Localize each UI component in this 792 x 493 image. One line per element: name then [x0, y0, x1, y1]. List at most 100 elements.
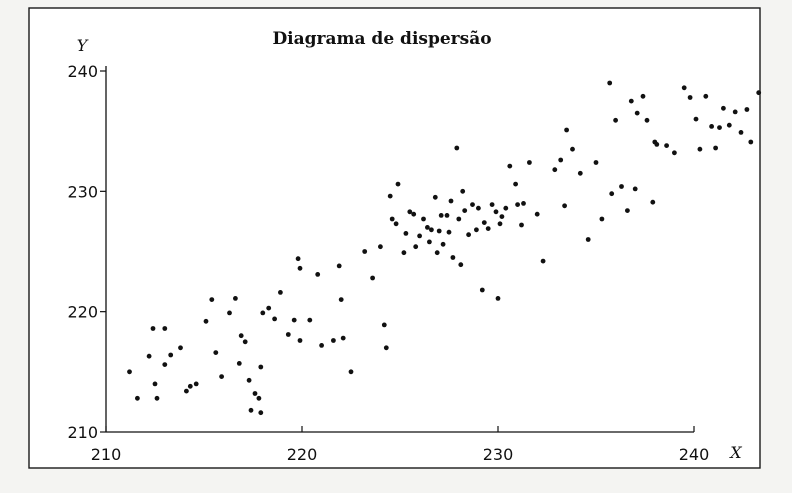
data-point	[644, 117, 650, 123]
data-point	[628, 98, 634, 104]
data-point	[295, 256, 301, 262]
data-point	[162, 362, 168, 367]
data-point	[258, 410, 264, 416]
data-point	[681, 85, 687, 91]
data-point	[432, 194, 438, 200]
data-point	[726, 122, 732, 128]
data-point	[709, 124, 714, 129]
data-point	[634, 110, 640, 116]
data-point	[348, 369, 354, 375]
data-point	[507, 163, 513, 169]
data-point	[411, 211, 417, 217]
y-tick-label: 220	[67, 303, 98, 322]
data-point	[381, 322, 387, 328]
data-point	[485, 226, 491, 232]
data-point	[434, 250, 440, 256]
data-point	[178, 345, 183, 351]
x-tick-label: 230	[483, 445, 514, 464]
x-tick-label: 240	[679, 445, 710, 464]
data-point	[193, 381, 199, 387]
data-point	[403, 231, 409, 236]
data-point	[448, 198, 454, 204]
data-point	[474, 227, 479, 233]
data-point	[285, 332, 291, 337]
data-point	[127, 369, 132, 375]
data-point	[562, 203, 567, 209]
data-point	[460, 188, 466, 194]
data-point	[732, 109, 738, 115]
data-point	[427, 239, 432, 245]
data-points	[127, 80, 762, 416]
data-point	[248, 407, 254, 413]
data-point	[213, 350, 219, 355]
data-point	[527, 160, 532, 165]
data-point	[413, 244, 419, 250]
data-point	[519, 222, 524, 228]
data-point	[315, 272, 321, 277]
x-tick-label: 220	[287, 445, 318, 464]
data-point	[297, 265, 303, 271]
data-point	[693, 116, 699, 122]
data-point	[168, 352, 174, 358]
data-point	[640, 93, 646, 99]
data-point	[744, 107, 750, 112]
data-point	[429, 227, 434, 233]
data-point	[233, 296, 238, 301]
data-point	[440, 241, 446, 247]
data-point	[450, 255, 456, 260]
data-point	[401, 250, 407, 256]
y-tick-label: 210	[67, 423, 98, 442]
data-point	[513, 181, 518, 187]
data-point	[721, 105, 726, 111]
data-point	[697, 146, 703, 152]
data-point	[558, 157, 564, 163]
data-point	[738, 130, 744, 135]
data-point	[209, 297, 215, 302]
data-point	[444, 213, 450, 218]
data-point	[456, 216, 462, 222]
data-point	[672, 150, 677, 156]
data-point	[619, 184, 624, 189]
data-point	[135, 395, 140, 401]
data-point	[407, 209, 413, 215]
data-point	[495, 296, 501, 301]
data-point	[378, 244, 383, 250]
data-point	[278, 290, 283, 295]
data-point	[436, 228, 442, 234]
data-point	[387, 193, 393, 199]
data-point	[503, 205, 509, 211]
data-point	[331, 338, 336, 343]
data-point	[340, 335, 346, 341]
data-point	[187, 383, 193, 389]
data-point	[613, 117, 618, 123]
data-point	[462, 208, 468, 214]
data-point	[489, 202, 495, 208]
data-point	[252, 391, 258, 396]
data-point	[227, 310, 232, 316]
data-point	[687, 95, 693, 100]
x-tick-label: 210	[91, 445, 122, 464]
data-point	[552, 167, 558, 173]
data-point	[632, 186, 638, 192]
data-point	[266, 305, 272, 311]
data-point	[236, 361, 242, 366]
data-point	[421, 216, 426, 222]
data-point	[154, 395, 160, 401]
data-point	[481, 220, 487, 226]
data-point	[625, 208, 630, 214]
data-point	[499, 214, 505, 220]
data-point	[497, 221, 503, 227]
data-point	[493, 209, 499, 215]
data-point	[607, 80, 613, 86]
data-point	[336, 263, 342, 269]
data-point	[540, 258, 546, 264]
data-point	[362, 249, 368, 254]
data-point	[417, 233, 422, 239]
data-point	[319, 343, 324, 348]
data-point	[150, 326, 156, 331]
data-point	[446, 229, 452, 235]
data-point	[246, 377, 252, 383]
data-point	[534, 211, 540, 217]
data-point	[219, 374, 225, 379]
y-tick-label: 230	[67, 182, 98, 201]
